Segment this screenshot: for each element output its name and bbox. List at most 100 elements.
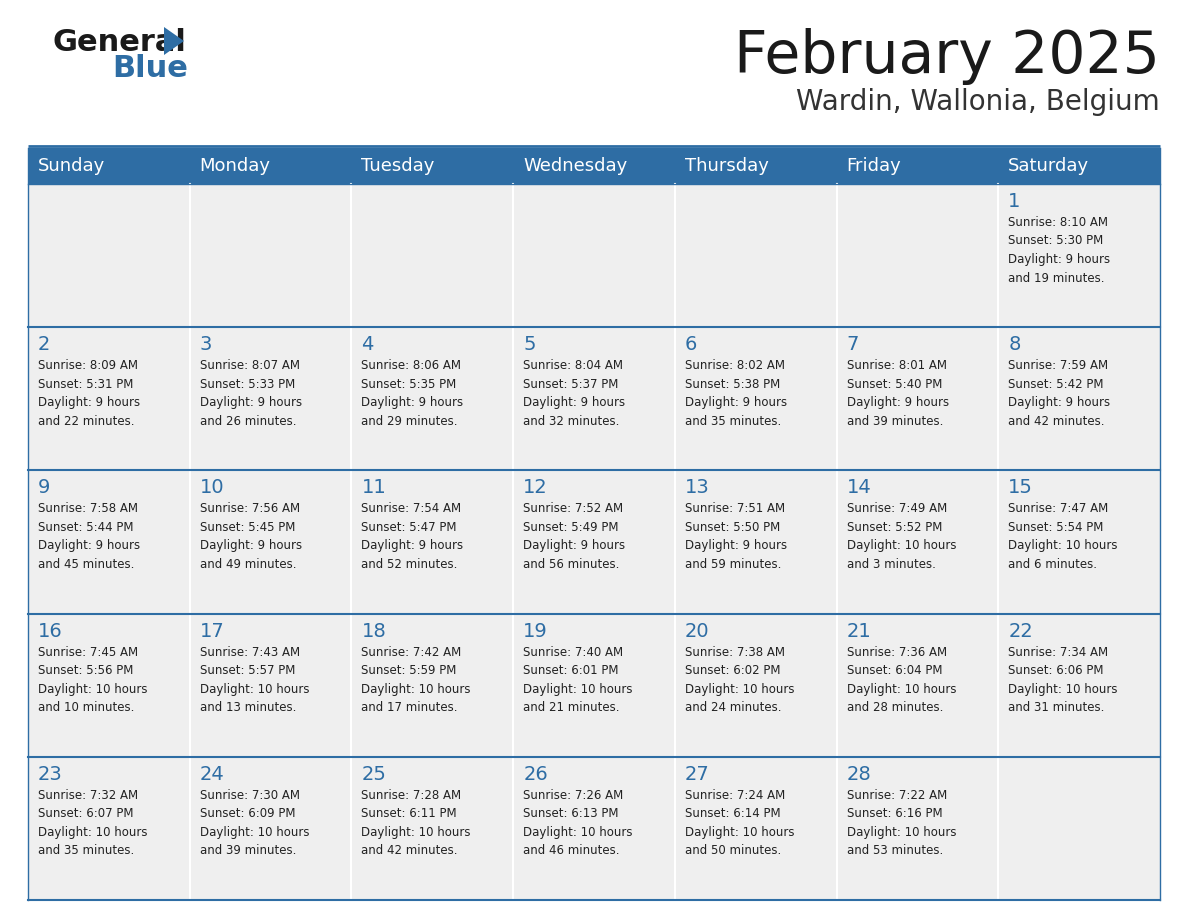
Text: 4: 4 [361, 335, 374, 354]
Text: Sunrise: 8:07 AM
Sunset: 5:33 PM
Daylight: 9 hours
and 26 minutes.: Sunrise: 8:07 AM Sunset: 5:33 PM Dayligh… [200, 359, 302, 428]
Text: 22: 22 [1009, 621, 1034, 641]
Bar [352, 756, 513, 900]
Text: Sunrise: 7:58 AM
Sunset: 5:44 PM
Daylight: 9 hours
and 45 minutes.: Sunrise: 7:58 AM Sunset: 5:44 PM Dayligh… [38, 502, 140, 571]
Text: Sunrise: 7:52 AM
Sunset: 5:49 PM
Daylight: 9 hours
and 56 minutes.: Sunrise: 7:52 AM Sunset: 5:49 PM Dayligh… [523, 502, 625, 571]
Text: Sunrise: 8:01 AM
Sunset: 5:40 PM
Daylight: 9 hours
and 39 minutes.: Sunrise: 8:01 AM Sunset: 5:40 PM Dayligh… [847, 359, 949, 428]
Text: 5: 5 [523, 335, 536, 354]
Text: 28: 28 [847, 765, 871, 784]
Text: Monday: Monday [200, 157, 271, 175]
Bar [836, 148, 998, 184]
Text: Sunrise: 8:10 AM
Sunset: 5:30 PM
Daylight: 9 hours
and 19 minutes.: Sunrise: 8:10 AM Sunset: 5:30 PM Dayligh… [1009, 216, 1111, 285]
Bar [675, 148, 836, 184]
Text: 12: 12 [523, 478, 548, 498]
Bar [513, 756, 675, 900]
Text: Sunrise: 7:36 AM
Sunset: 6:04 PM
Daylight: 10 hours
and 28 minutes.: Sunrise: 7:36 AM Sunset: 6:04 PM Dayligh… [847, 645, 956, 714]
Text: 10: 10 [200, 478, 225, 498]
Bar [513, 184, 675, 327]
Text: Sunrise: 7:22 AM
Sunset: 6:16 PM
Daylight: 10 hours
and 53 minutes.: Sunrise: 7:22 AM Sunset: 6:16 PM Dayligh… [847, 789, 956, 857]
Text: Sunrise: 7:26 AM
Sunset: 6:13 PM
Daylight: 10 hours
and 46 minutes.: Sunrise: 7:26 AM Sunset: 6:13 PM Dayligh… [523, 789, 633, 857]
Text: Sunrise: 7:54 AM
Sunset: 5:47 PM
Daylight: 9 hours
and 52 minutes.: Sunrise: 7:54 AM Sunset: 5:47 PM Dayligh… [361, 502, 463, 571]
Bar [190, 327, 352, 470]
Text: 6: 6 [684, 335, 697, 354]
Text: 18: 18 [361, 621, 386, 641]
Text: Sunrise: 7:49 AM
Sunset: 5:52 PM
Daylight: 10 hours
and 3 minutes.: Sunrise: 7:49 AM Sunset: 5:52 PM Dayligh… [847, 502, 956, 571]
Text: Sunrise: 7:42 AM
Sunset: 5:59 PM
Daylight: 10 hours
and 17 minutes.: Sunrise: 7:42 AM Sunset: 5:59 PM Dayligh… [361, 645, 470, 714]
Text: 11: 11 [361, 478, 386, 498]
Text: 21: 21 [847, 621, 871, 641]
Bar [675, 470, 836, 613]
Text: Sunrise: 7:38 AM
Sunset: 6:02 PM
Daylight: 10 hours
and 24 minutes.: Sunrise: 7:38 AM Sunset: 6:02 PM Dayligh… [684, 645, 795, 714]
Bar [190, 613, 352, 756]
Text: Sunrise: 8:04 AM
Sunset: 5:37 PM
Daylight: 9 hours
and 32 minutes.: Sunrise: 8:04 AM Sunset: 5:37 PM Dayligh… [523, 359, 625, 428]
Text: Tuesday: Tuesday [361, 157, 435, 175]
Bar [836, 184, 998, 327]
Text: Sunrise: 7:51 AM
Sunset: 5:50 PM
Daylight: 9 hours
and 59 minutes.: Sunrise: 7:51 AM Sunset: 5:50 PM Dayligh… [684, 502, 786, 571]
Text: Sunrise: 7:34 AM
Sunset: 6:06 PM
Daylight: 10 hours
and 31 minutes.: Sunrise: 7:34 AM Sunset: 6:06 PM Dayligh… [1009, 645, 1118, 714]
Bar [998, 470, 1159, 613]
Bar [352, 148, 513, 184]
Bar [352, 470, 513, 613]
Bar [675, 184, 836, 327]
Text: Wednesday: Wednesday [523, 157, 627, 175]
Bar [29, 327, 190, 470]
Text: 17: 17 [200, 621, 225, 641]
Text: 3: 3 [200, 335, 213, 354]
Text: 9: 9 [38, 478, 50, 498]
Bar [675, 327, 836, 470]
Text: 23: 23 [38, 765, 63, 784]
Bar [998, 756, 1159, 900]
Text: 19: 19 [523, 621, 548, 641]
Text: 26: 26 [523, 765, 548, 784]
Bar [190, 756, 352, 900]
Bar [513, 470, 675, 613]
Bar [352, 613, 513, 756]
Text: Friday: Friday [847, 157, 902, 175]
Text: Sunrise: 7:24 AM
Sunset: 6:14 PM
Daylight: 10 hours
and 50 minutes.: Sunrise: 7:24 AM Sunset: 6:14 PM Dayligh… [684, 789, 795, 857]
Bar [836, 327, 998, 470]
Bar [998, 613, 1159, 756]
Text: Sunrise: 7:56 AM
Sunset: 5:45 PM
Daylight: 9 hours
and 49 minutes.: Sunrise: 7:56 AM Sunset: 5:45 PM Dayligh… [200, 502, 302, 571]
Text: February 2025: February 2025 [734, 28, 1159, 85]
Text: 15: 15 [1009, 478, 1034, 498]
Text: Sunrise: 7:47 AM
Sunset: 5:54 PM
Daylight: 10 hours
and 6 minutes.: Sunrise: 7:47 AM Sunset: 5:54 PM Dayligh… [1009, 502, 1118, 571]
Bar [513, 327, 675, 470]
Bar [29, 613, 190, 756]
Text: Blue: Blue [112, 54, 188, 83]
Text: Sunrise: 7:43 AM
Sunset: 5:57 PM
Daylight: 10 hours
and 13 minutes.: Sunrise: 7:43 AM Sunset: 5:57 PM Dayligh… [200, 645, 309, 714]
Text: Thursday: Thursday [684, 157, 769, 175]
Text: Sunrise: 7:30 AM
Sunset: 6:09 PM
Daylight: 10 hours
and 39 minutes.: Sunrise: 7:30 AM Sunset: 6:09 PM Dayligh… [200, 789, 309, 857]
Bar [29, 470, 190, 613]
Text: 1: 1 [1009, 192, 1020, 211]
Bar [190, 470, 352, 613]
Text: 16: 16 [38, 621, 63, 641]
Text: Sunday: Sunday [38, 157, 106, 175]
Text: 14: 14 [847, 478, 871, 498]
Text: Sunrise: 8:02 AM
Sunset: 5:38 PM
Daylight: 9 hours
and 35 minutes.: Sunrise: 8:02 AM Sunset: 5:38 PM Dayligh… [684, 359, 786, 428]
Text: General: General [52, 28, 185, 57]
Polygon shape [164, 27, 184, 55]
Text: 24: 24 [200, 765, 225, 784]
Text: Saturday: Saturday [1009, 157, 1089, 175]
Text: Sunrise: 7:45 AM
Sunset: 5:56 PM
Daylight: 10 hours
and 10 minutes.: Sunrise: 7:45 AM Sunset: 5:56 PM Dayligh… [38, 645, 147, 714]
Bar [836, 613, 998, 756]
Bar [998, 148, 1159, 184]
Bar [352, 184, 513, 327]
Text: Wardin, Wallonia, Belgium: Wardin, Wallonia, Belgium [796, 88, 1159, 116]
Bar [998, 327, 1159, 470]
Text: 27: 27 [684, 765, 709, 784]
Text: Sunrise: 8:09 AM
Sunset: 5:31 PM
Daylight: 9 hours
and 22 minutes.: Sunrise: 8:09 AM Sunset: 5:31 PM Dayligh… [38, 359, 140, 428]
Bar [513, 613, 675, 756]
Bar [190, 148, 352, 184]
Text: Sunrise: 7:40 AM
Sunset: 6:01 PM
Daylight: 10 hours
and 21 minutes.: Sunrise: 7:40 AM Sunset: 6:01 PM Dayligh… [523, 645, 633, 714]
Text: 13: 13 [684, 478, 709, 498]
Bar [513, 148, 675, 184]
Text: Sunrise: 7:28 AM
Sunset: 6:11 PM
Daylight: 10 hours
and 42 minutes.: Sunrise: 7:28 AM Sunset: 6:11 PM Dayligh… [361, 789, 470, 857]
Text: 7: 7 [847, 335, 859, 354]
Bar [675, 756, 836, 900]
Text: Sunrise: 7:59 AM
Sunset: 5:42 PM
Daylight: 9 hours
and 42 minutes.: Sunrise: 7:59 AM Sunset: 5:42 PM Dayligh… [1009, 359, 1111, 428]
Bar [998, 184, 1159, 327]
Text: Sunrise: 8:06 AM
Sunset: 5:35 PM
Daylight: 9 hours
and 29 minutes.: Sunrise: 8:06 AM Sunset: 5:35 PM Dayligh… [361, 359, 463, 428]
Bar [675, 613, 836, 756]
Text: Sunrise: 7:32 AM
Sunset: 6:07 PM
Daylight: 10 hours
and 35 minutes.: Sunrise: 7:32 AM Sunset: 6:07 PM Dayligh… [38, 789, 147, 857]
Bar [836, 756, 998, 900]
